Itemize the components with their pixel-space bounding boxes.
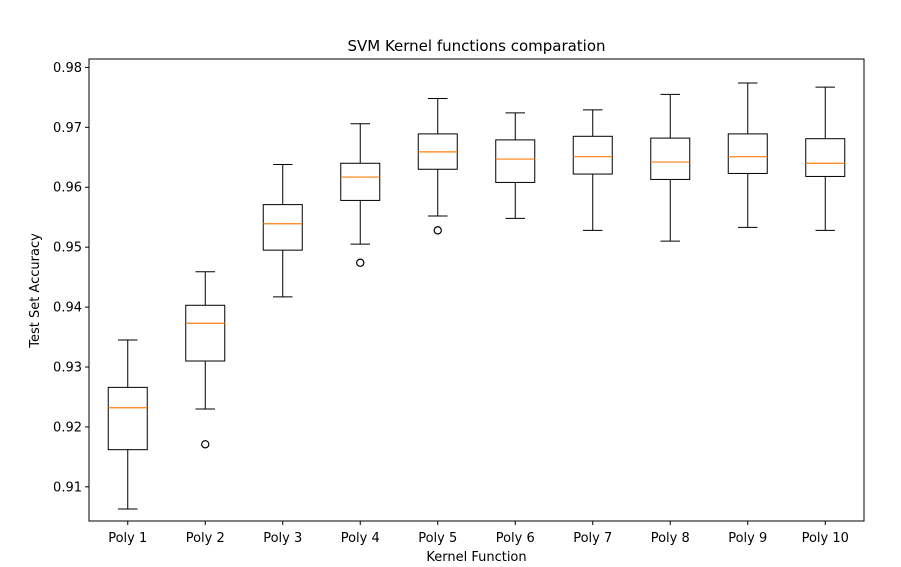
x-tick-label: Poly 2 bbox=[186, 531, 225, 546]
x-axis-label: Kernel Function bbox=[426, 550, 526, 565]
chart-title: SVM Kernel functions comparation bbox=[347, 37, 605, 55]
x-tick-label: Poly 1 bbox=[108, 531, 147, 546]
outlier-point bbox=[356, 258, 365, 267]
y-tick-label: 0.91 bbox=[53, 480, 82, 495]
box-2 bbox=[185, 271, 226, 449]
box-iqr bbox=[727, 133, 768, 174]
box-1 bbox=[107, 339, 148, 510]
x-tick-label: Poly 4 bbox=[341, 531, 380, 546]
box-iqr bbox=[185, 304, 226, 362]
outlier-point bbox=[201, 440, 210, 449]
box-4 bbox=[340, 123, 381, 267]
outlier-point bbox=[433, 226, 442, 235]
box-7 bbox=[572, 109, 613, 231]
box-10 bbox=[805, 86, 846, 231]
box-iqr bbox=[262, 204, 303, 251]
x-tick-label: Poly 6 bbox=[496, 531, 535, 546]
x-tick-label: Poly 3 bbox=[263, 531, 302, 546]
box-plot-series bbox=[107, 82, 846, 510]
y-axis-label: Test Set Accuracy bbox=[28, 233, 43, 349]
box-iqr bbox=[107, 386, 148, 451]
box-8 bbox=[650, 93, 691, 242]
y-tick-label: 0.95 bbox=[53, 241, 82, 256]
box-9 bbox=[727, 82, 768, 228]
x-tick-label: Poly 10 bbox=[802, 531, 849, 546]
box-iqr bbox=[340, 162, 381, 201]
x-tick-label: Poly 9 bbox=[728, 531, 767, 546]
box-5 bbox=[417, 98, 458, 235]
y-tick-label: 0.97 bbox=[53, 121, 82, 136]
box-iqr bbox=[650, 137, 691, 180]
box-3 bbox=[262, 163, 303, 298]
y-tick-label: 0.94 bbox=[53, 301, 82, 316]
y-axis-ticks: 0.91 0.92 0.93 0.94 0.95 0.96 0.97 0.98 bbox=[53, 61, 89, 495]
y-tick-label: 0.96 bbox=[53, 181, 82, 196]
box-iqr bbox=[572, 135, 613, 175]
x-tick-label: Poly 8 bbox=[651, 531, 690, 546]
box-6 bbox=[495, 112, 536, 219]
x-axis-ticks: Poly 1 Poly 2 Poly 3 Poly 4 Poly 5 Poly 6 Poly… bbox=[108, 521, 849, 546]
y-tick-label: 0.92 bbox=[53, 420, 82, 435]
x-tick-label: Poly 5 bbox=[418, 531, 457, 546]
x-tick-label: Poly 7 bbox=[573, 531, 612, 546]
y-tick-label: 0.93 bbox=[53, 361, 82, 376]
y-tick-label: 0.98 bbox=[53, 61, 82, 76]
box-iqr bbox=[495, 139, 536, 183]
plot-frame bbox=[88, 58, 865, 522]
box-iqr bbox=[805, 138, 846, 177]
